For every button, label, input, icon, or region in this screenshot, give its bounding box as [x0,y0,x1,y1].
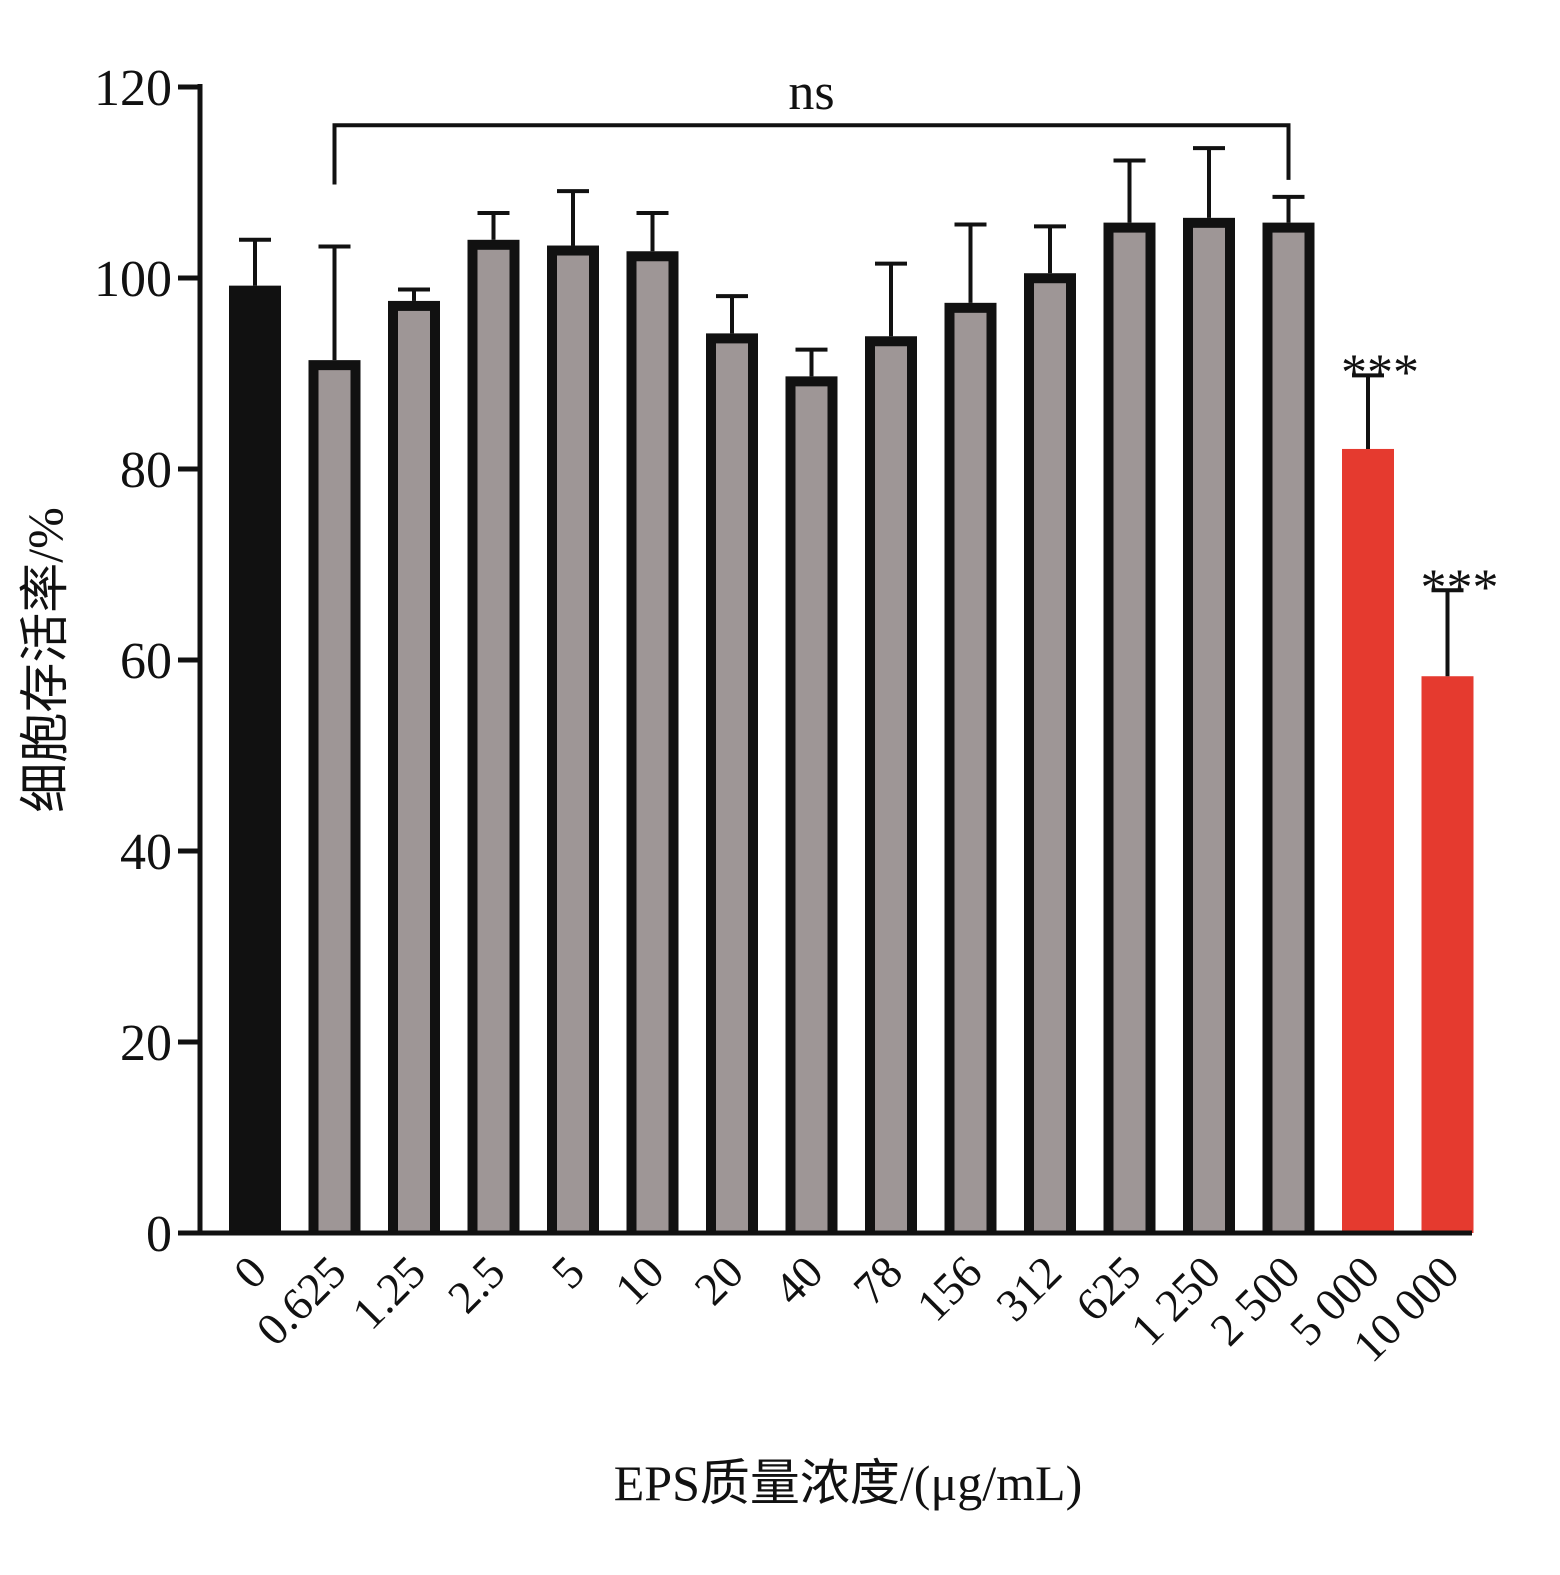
x-axis-title: EPS质量浓度/(μg/mL) [614,1455,1082,1511]
bar-fill-6 [716,343,748,1233]
x-tick-label-2: 1.25 [342,1246,435,1339]
bar-fill-13 [1272,232,1305,1234]
bracket-label-ns: ns [788,64,834,121]
bar-fill-8 [875,346,907,1233]
x-tick-label-3: 2.5 [438,1246,515,1323]
bar-fill-2 [398,310,430,1233]
significance-stars-14: *** [1341,344,1419,401]
bar-fill-4 [557,255,589,1233]
bar-fill-9 [954,312,987,1234]
bar-14 [1342,448,1394,1233]
x-tick-label-13: 2 500 [1200,1246,1309,1355]
y-tick-label-100: 100 [94,251,172,308]
y-tick-label-80: 80 [120,442,172,499]
bar-0 [229,285,281,1233]
axes: 0 20 40 60 80 100 120 [94,60,1472,1263]
annotations-layer: ns *** *** [332,64,1499,616]
significance-bracket [332,123,1291,185]
y-axis-title: 细胞存活率/% [17,507,73,813]
bar-fill-5 [636,261,669,1233]
y-tick-label-0: 0 [146,1206,172,1263]
x-tick-label-6: 20 [684,1246,753,1315]
significance-stars-15: *** [1421,559,1499,616]
bar-fill-1 [318,370,351,1233]
x-tick-label-1: 0.625 [246,1246,355,1355]
y-tick-label-120: 120 [94,60,172,117]
x-tick-label-8: 78 [843,1246,912,1315]
bar-fill-10 [1034,283,1066,1234]
error-bars-layer [239,146,1464,677]
bar-fill-11 [1113,232,1146,1234]
bar-fill-12 [1193,227,1225,1233]
x-tick-label-4: 5 [542,1246,594,1298]
bar-15 [1421,676,1474,1233]
bar-fill-7 [795,386,828,1233]
bar-fill-3 [477,249,510,1234]
x-tick-label-0: 0 [224,1246,276,1298]
x-tick-label-10: 312 [986,1246,1071,1331]
y-tick-label-40: 40 [120,824,172,881]
x-tick-label-12: 1 250 [1121,1246,1230,1355]
bars-layer [229,217,1474,1234]
y-tick-label-60: 60 [120,633,172,690]
x-tick-label-7: 40 [764,1246,833,1315]
x-tick-label-5: 10 [605,1246,674,1315]
x-tick-label-9: 156 [907,1246,992,1331]
y-tick-label-20: 20 [120,1015,172,1072]
